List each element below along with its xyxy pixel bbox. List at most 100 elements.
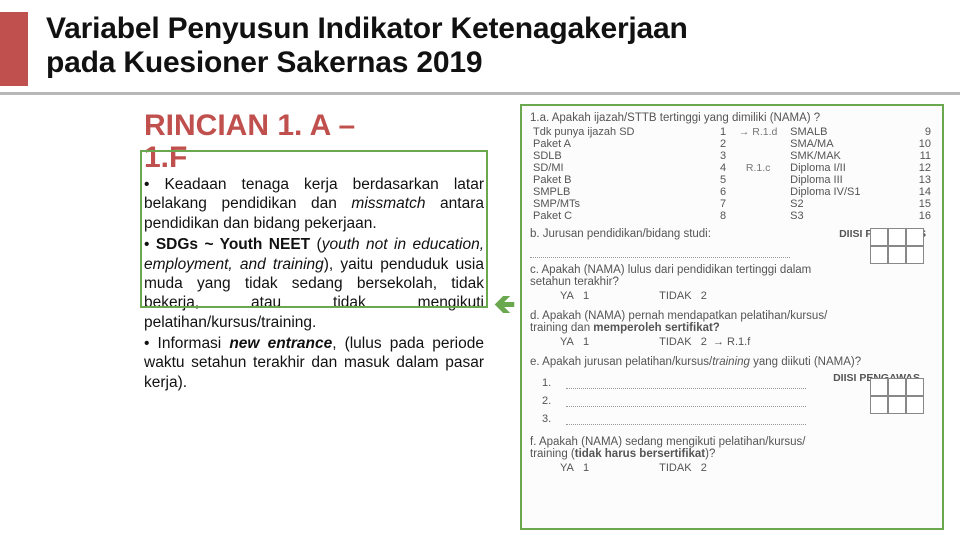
header-underline [0,92,960,95]
bullet-1: • Keadaan tenaga kerja berdasarkan latar… [144,175,484,233]
code-right-val: 10 [916,138,934,150]
q1d-bold: memperoleh sertifikat? [593,322,720,334]
code-left-val: 5 [711,174,729,186]
code-left-val: 8 [711,210,729,222]
b1-em: missmatch [351,195,425,212]
q1f-bold: tidak harus bersertifikat [575,448,705,460]
v1c: 1 [583,462,589,474]
q1c-line2: setahun terakhir? [530,276,934,288]
q1e-p2: yang diikuti (NAMA)? [750,356,861,368]
codes-row: Paket C8S316 [530,210,934,222]
bullet-2: • SDGs ~ Youth NEET (youth not in educat… [144,235,484,332]
code-left-label: SDLB [530,150,711,162]
q1e-codebox [870,378,924,414]
q1e-p1: e. Apakah jurusan pelatihan/kursus/ [530,356,712,368]
code-left-val: 4 [711,162,729,174]
code-right-label: Diploma III [787,174,916,186]
codes-row: SMPLB6Diploma IV/S114 [530,186,934,198]
title-line1: Variabel Penyusun Indikator Ketenagakerj… [46,12,688,45]
left-column: RINCIAN 1. A – 1.F • Keadaan tenaga kerj… [144,110,484,394]
f2: 2. [542,395,554,407]
v1a: 1 [583,290,589,302]
q1c-line1: c. Apakah (NAMA) lulus dari pendidikan t… [530,264,934,276]
codes-row: Paket B5 Diploma III13 [530,174,934,186]
ya3: YA [560,462,574,474]
code-left-label: Tdk punya ijazah SD [530,126,711,138]
q1b-codebox [870,228,924,264]
code-left-val: 7 [711,198,729,210]
q1d-line1: d. Apakah (NAMA) pernah mendapatkan pela… [530,310,934,322]
code-left-label: SMP/MTs [530,198,711,210]
code-mid [729,186,787,198]
f3: 3. [542,413,554,425]
code-left-label: Paket B [530,174,711,186]
q1a-text: 1.a. Apakah ijazah/STTB tertinggi yang d… [530,112,934,124]
body-text: • Keadaan tenaga kerja berdasarkan latar… [144,175,484,392]
bullet-3: • Informasi new entrance, (lulus pada pe… [144,334,484,392]
q1e-em: training [712,356,750,368]
code-mid [729,210,787,222]
page-title: Variabel Penyusun Indikator Ketenagakerj… [46,12,688,79]
q1d-line2: training dan memperoleh sertifikat? [530,322,934,334]
code-mid [729,174,787,186]
code-right-val: 9 [916,126,934,138]
v2c: 2 [701,462,707,474]
q1b-text: b. Jurusan pendidikan/bidang studi: [530,228,711,240]
accent-block [0,12,28,86]
codes-row: Paket A2 SMA/MA10 [530,138,934,150]
code-right-label: SMK/MAK [787,150,916,162]
td3: TIDAK [659,462,691,474]
f1: 1. [542,377,554,389]
q1b-blank [530,246,790,258]
ya2: YA [560,336,574,348]
codes-table: Tdk punya ijazah SD1→ R.1.dSMALB9Paket A… [530,126,934,222]
code-right-label: S2 [787,198,916,210]
codes-row: Tdk punya ijazah SD1→ R.1.dSMALB9 [530,126,934,138]
q1f-line2: training (tidak harus bersertifikat)? [530,448,934,460]
code-mid: R.1.c [729,162,787,174]
codes-row: SDLB3SMK/MAK11 [530,150,934,162]
questionnaire-panel: 1.a. Apakah ijazah/STTB tertinggi yang d… [520,104,944,530]
heading-b: 1.F [144,142,484,174]
code-right-val: 16 [916,210,934,222]
q1d-yn: YA 1 TIDAK 2 → R.1.f [530,334,934,350]
code-right-val: 11 [916,150,934,162]
code-left-label: SMPLB [530,186,711,198]
code-left-label: Paket C [530,210,711,222]
code-right-label: SMALB [787,126,916,138]
q1d-goto: → R.1.f [713,336,750,348]
section-heading: RINCIAN 1. A – 1.F [144,110,484,173]
q1f-yn: YA 1 TIDAK 2 [530,460,934,476]
code-mid [729,198,787,210]
code-left-val: 2 [711,138,729,150]
b2-p1: ( [310,236,322,253]
v2b: 2 [701,336,707,348]
code-mid [729,150,787,162]
code-right-label: SMA/MA [787,138,916,150]
code-left-val: 6 [711,186,729,198]
code-right-val: 12 [916,162,934,174]
q1f-post: )? [705,448,715,460]
code-mid: → R.1.d [729,126,787,138]
code-left-val: 1 [711,126,729,138]
code-left-label: SD/MI [530,162,711,174]
code-right-val: 15 [916,198,934,210]
q1d-pre: training dan [530,322,593,334]
q1e-text: e. Apakah jurusan pelatihan/kursus/train… [530,356,861,368]
b2-strong: SDGs ~ Youth NEET [156,236,310,253]
v2a: 2 [701,290,707,302]
code-right-val: 13 [916,174,934,186]
codes-row: SMP/MTs7 S215 [530,198,934,210]
q1f-line1: f. Apakah (NAMA) sedang mengikuti pelati… [530,436,934,448]
v1b: 1 [583,336,589,348]
ya1: YA [560,290,574,302]
heading-a: RINCIAN 1. A – [144,109,355,142]
code-left-label: Paket A [530,138,711,150]
td2: TIDAK [659,336,691,348]
b2-pre: • [144,236,156,253]
b3-se: new entrance [229,335,332,352]
code-right-label: Diploma I/II [787,162,916,174]
title-line2: pada Kuesioner Sakernas 2019 [46,46,482,79]
code-mid [729,138,787,150]
header: Variabel Penyusun Indikator Ketenagakerj… [0,12,688,86]
